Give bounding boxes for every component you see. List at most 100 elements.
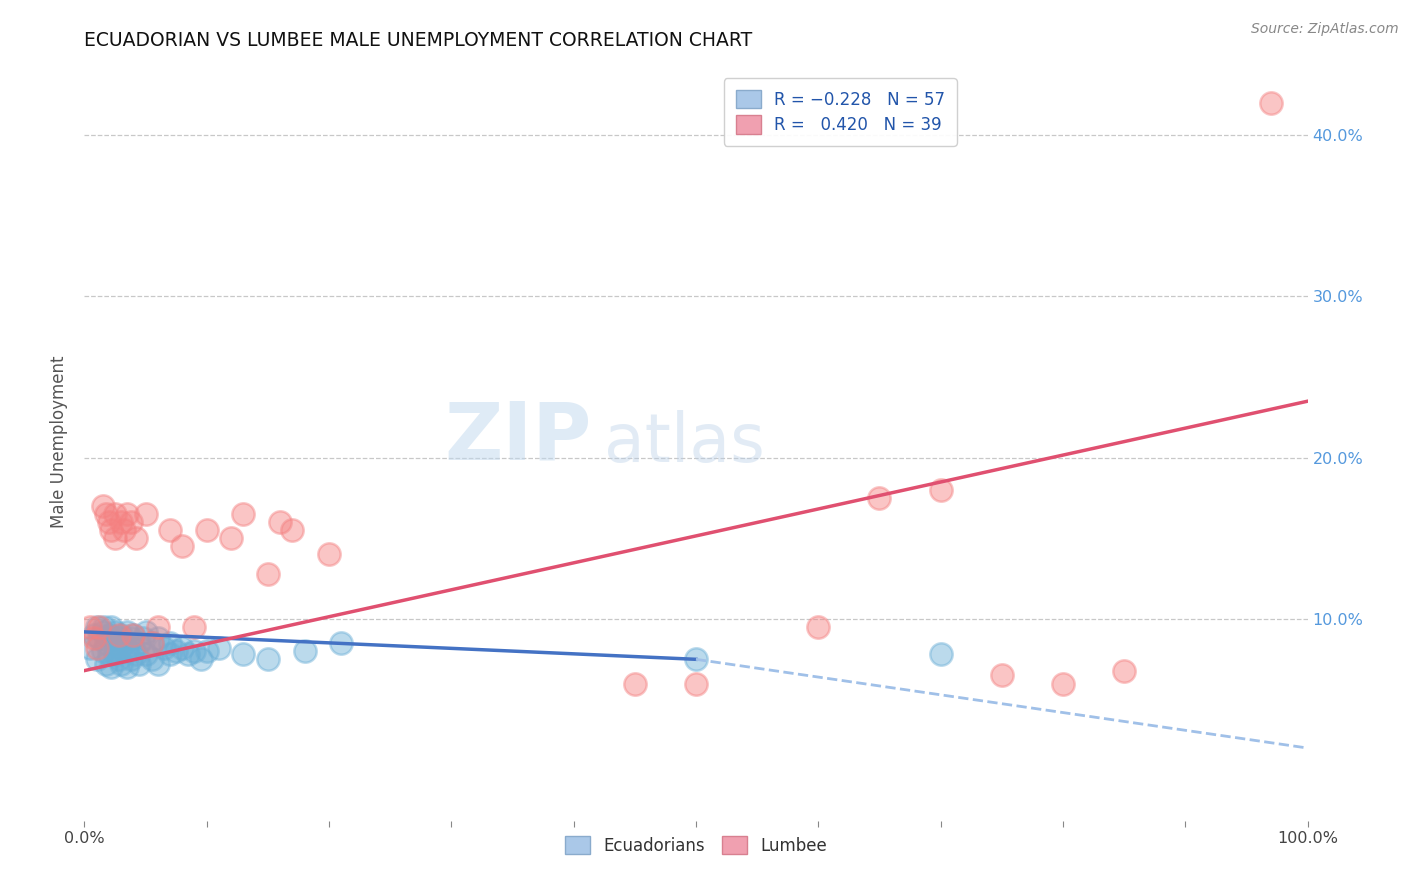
Point <box>269 515 291 529</box>
Point <box>122 628 145 642</box>
Point <box>97 515 120 529</box>
Point <box>807 620 830 634</box>
Point <box>1052 676 1074 690</box>
Point <box>87 632 110 646</box>
Point <box>159 648 181 662</box>
Point <box>86 640 108 655</box>
Point <box>115 507 138 521</box>
Point <box>87 620 110 634</box>
Point <box>83 628 105 642</box>
Point <box>104 648 127 662</box>
Point <box>330 636 353 650</box>
Point <box>183 620 205 634</box>
Point <box>146 632 169 646</box>
Point <box>104 507 127 521</box>
Point <box>195 523 218 537</box>
Text: ECUADORIAN VS LUMBEE MALE UNEMPLOYMENT CORRELATION CHART: ECUADORIAN VS LUMBEE MALE UNEMPLOYMENT C… <box>84 30 752 50</box>
Point <box>86 620 108 634</box>
Point <box>685 676 707 690</box>
Point <box>110 628 132 642</box>
Point <box>141 636 163 650</box>
Point <box>146 657 169 672</box>
Point <box>1114 664 1136 678</box>
Point <box>869 491 891 505</box>
Point <box>96 507 118 521</box>
Point <box>107 628 129 642</box>
Point <box>120 652 142 666</box>
Point <box>122 640 145 655</box>
Point <box>96 657 118 672</box>
Point <box>91 644 114 658</box>
Point <box>110 515 132 529</box>
Text: atlas: atlas <box>605 410 765 476</box>
Point <box>195 644 218 658</box>
Point <box>115 660 138 674</box>
Point <box>104 636 127 650</box>
Legend: Ecuadorians, Lumbee: Ecuadorians, Lumbee <box>558 830 834 862</box>
Point <box>929 483 952 497</box>
Point <box>141 652 163 666</box>
Point <box>110 657 132 672</box>
Point <box>135 648 157 662</box>
Point <box>107 652 129 666</box>
Point <box>132 632 155 646</box>
Point <box>91 624 114 639</box>
Point <box>115 644 138 658</box>
Point <box>190 652 212 666</box>
Point <box>93 620 115 634</box>
Point <box>177 648 200 662</box>
Point <box>257 652 280 666</box>
Point <box>96 636 118 650</box>
Point <box>112 523 135 537</box>
Point <box>135 624 157 639</box>
Y-axis label: Male Unemployment: Male Unemployment <box>51 355 69 528</box>
Point <box>281 523 304 537</box>
Point <box>929 648 952 662</box>
Point <box>100 620 122 634</box>
Point <box>294 644 316 658</box>
Point <box>100 523 122 537</box>
Text: Source: ZipAtlas.com: Source: ZipAtlas.com <box>1251 22 1399 37</box>
Point <box>91 499 114 513</box>
Point <box>79 620 101 634</box>
Point <box>83 632 105 646</box>
Point <box>146 620 169 634</box>
Point <box>97 648 120 662</box>
Point <box>79 640 101 655</box>
Point <box>128 657 150 672</box>
Point <box>1260 95 1282 110</box>
Point <box>141 636 163 650</box>
Point <box>120 515 142 529</box>
Point <box>100 632 122 646</box>
Point <box>318 548 340 562</box>
Point <box>120 632 142 646</box>
Point <box>208 640 231 655</box>
Point <box>624 676 647 690</box>
Point <box>115 624 138 639</box>
Point <box>104 532 127 546</box>
Point <box>122 628 145 642</box>
Point <box>257 566 280 581</box>
Point <box>125 532 148 546</box>
Point <box>100 660 122 674</box>
Point <box>112 636 135 650</box>
Point <box>153 640 176 655</box>
Point <box>685 652 707 666</box>
Point <box>232 507 254 521</box>
Point <box>97 628 120 642</box>
Point <box>165 644 187 658</box>
Point <box>172 640 194 655</box>
Point <box>86 652 108 666</box>
Point <box>159 523 181 537</box>
Point <box>110 640 132 655</box>
Point <box>183 644 205 658</box>
Point <box>104 624 127 639</box>
Point <box>128 636 150 650</box>
Point <box>107 632 129 646</box>
Point <box>135 507 157 521</box>
Point <box>172 540 194 554</box>
Point <box>232 648 254 662</box>
Point <box>125 648 148 662</box>
Point <box>159 636 181 650</box>
Point <box>219 532 242 546</box>
